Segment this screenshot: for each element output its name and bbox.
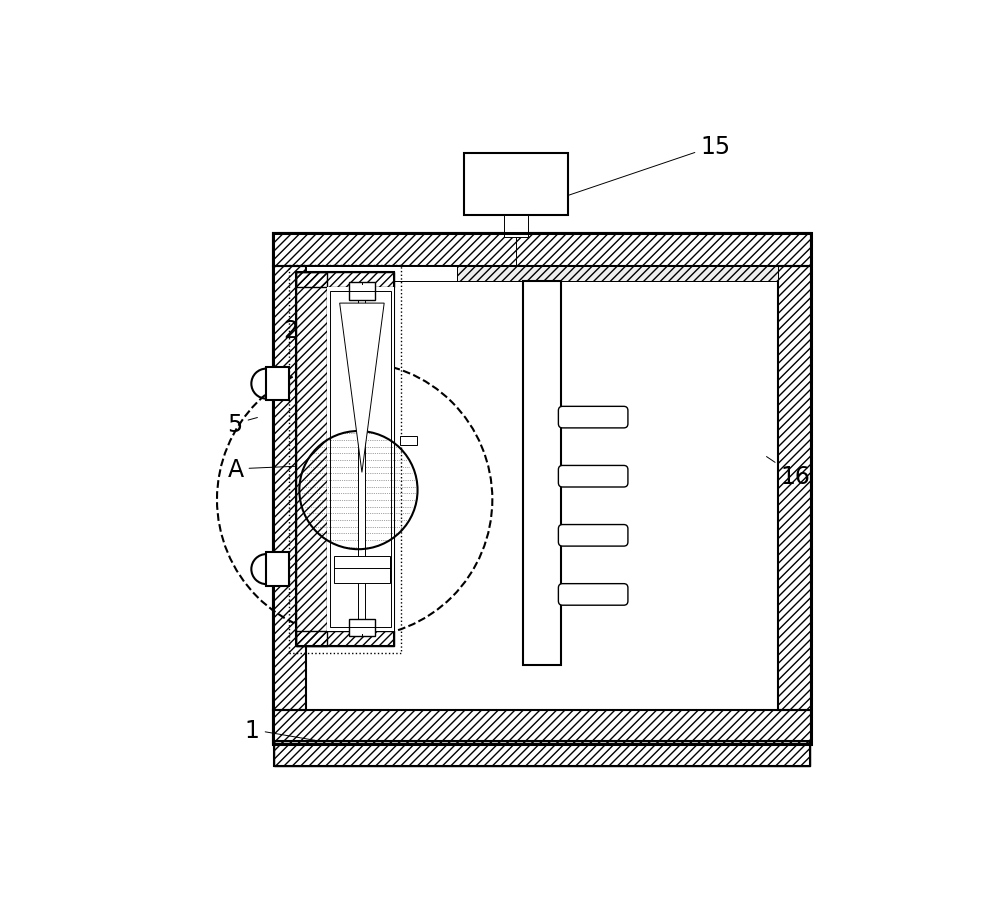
Bar: [274, 741, 810, 766]
Bar: [296, 272, 394, 647]
Bar: [400, 437, 417, 446]
Text: 16: 16: [767, 457, 810, 488]
FancyBboxPatch shape: [558, 407, 628, 428]
Bar: [296, 272, 394, 288]
FancyBboxPatch shape: [310, 378, 380, 400]
FancyBboxPatch shape: [310, 488, 380, 510]
Bar: [306, 267, 457, 282]
Bar: [296, 631, 394, 647]
Text: 5: 5: [227, 412, 257, 437]
FancyBboxPatch shape: [310, 433, 380, 454]
Bar: [289, 266, 401, 653]
Bar: [334, 557, 390, 583]
Bar: [327, 288, 394, 631]
FancyBboxPatch shape: [558, 584, 628, 605]
Text: 1: 1: [245, 718, 315, 741]
Bar: [330, 291, 391, 628]
Bar: [523, 282, 561, 666]
Bar: [266, 367, 289, 400]
Bar: [349, 619, 375, 637]
Bar: [778, 267, 811, 711]
Bar: [273, 234, 811, 267]
Bar: [349, 283, 375, 300]
Text: A: A: [227, 457, 312, 482]
Polygon shape: [340, 304, 384, 473]
FancyBboxPatch shape: [310, 545, 380, 566]
Text: 15: 15: [564, 134, 730, 198]
Bar: [296, 272, 327, 647]
Bar: [306, 267, 778, 282]
FancyBboxPatch shape: [558, 466, 628, 487]
Text: 2: 2: [283, 305, 313, 343]
Bar: [273, 711, 811, 744]
Bar: [464, 153, 568, 216]
Bar: [273, 267, 306, 711]
Bar: [358, 291, 365, 628]
Bar: [457, 267, 778, 282]
Bar: [306, 267, 778, 711]
Bar: [504, 216, 528, 238]
Bar: [273, 234, 811, 744]
Bar: [266, 553, 289, 586]
Bar: [274, 741, 810, 766]
FancyBboxPatch shape: [558, 525, 628, 547]
